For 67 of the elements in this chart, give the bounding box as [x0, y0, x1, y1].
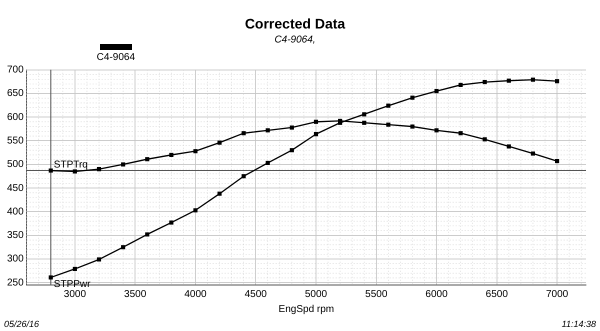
text: 11:14:38	[562, 319, 596, 329]
y-tick-label: 250	[6, 277, 24, 288]
point	[506, 144, 511, 148]
y-tick-label: 350	[6, 230, 24, 242]
point	[48, 275, 53, 280]
point	[410, 124, 414, 129]
text: 05/26/16	[4, 319, 40, 329]
point	[121, 162, 126, 166]
legend-title: C4-9064	[96, 52, 136, 63]
chart-subtitle: C4-9064,	[274, 34, 316, 46]
point	[482, 137, 487, 142]
point	[314, 120, 318, 124]
point	[169, 152, 174, 157]
point	[290, 148, 294, 152]
point	[145, 232, 150, 236]
point	[362, 112, 366, 116]
series-label: STPTrq	[54, 159, 88, 170]
point	[362, 120, 366, 125]
point	[242, 174, 246, 178]
x-tick-label: 4500	[244, 288, 268, 300]
point	[506, 78, 511, 83]
point	[314, 132, 318, 136]
point	[434, 128, 439, 132]
y-tick-label: 450	[6, 182, 24, 194]
y-tick-label: 400	[6, 206, 24, 218]
point	[145, 157, 150, 162]
point	[169, 220, 174, 225]
point	[555, 159, 560, 164]
point	[482, 80, 487, 84]
point	[434, 89, 439, 94]
point	[48, 168, 53, 173]
x-tick-label: 3500	[124, 288, 147, 300]
y-tick-label: 550	[6, 135, 24, 146]
x-axis-title: EngSpd rpm	[278, 304, 334, 315]
point	[217, 192, 222, 196]
x-tick-label: 5500	[365, 288, 388, 300]
x-tick-label: 6500	[486, 288, 508, 300]
point	[193, 208, 198, 212]
point	[121, 245, 126, 250]
chart-title: Corrected Data	[244, 15, 346, 32]
point	[458, 131, 463, 136]
point	[386, 122, 390, 127]
x-tick-label: 6000	[425, 288, 448, 300]
point	[555, 79, 560, 84]
x-tick-label: 4000	[184, 288, 208, 300]
x-tick-label: 5000	[304, 288, 328, 300]
point	[290, 125, 294, 130]
point	[266, 160, 270, 166]
point	[530, 151, 536, 156]
point	[96, 167, 102, 172]
y-tick-label: 650	[6, 88, 24, 100]
point	[217, 140, 222, 145]
y-tick-label: 600	[6, 112, 24, 123]
point	[410, 96, 414, 100]
point	[458, 82, 463, 87]
point	[193, 149, 198, 154]
y-tick-label: 700	[6, 64, 24, 76]
x-tick-label: 3000	[64, 288, 86, 300]
point	[242, 131, 246, 136]
point	[72, 266, 77, 271]
point	[96, 257, 102, 262]
point	[266, 128, 270, 132]
x-tick-label: 7000	[546, 288, 569, 300]
y-tick-label: 500	[6, 159, 24, 170]
point	[386, 104, 390, 108]
y-tick-label: 300	[6, 254, 24, 265]
point	[530, 78, 536, 82]
